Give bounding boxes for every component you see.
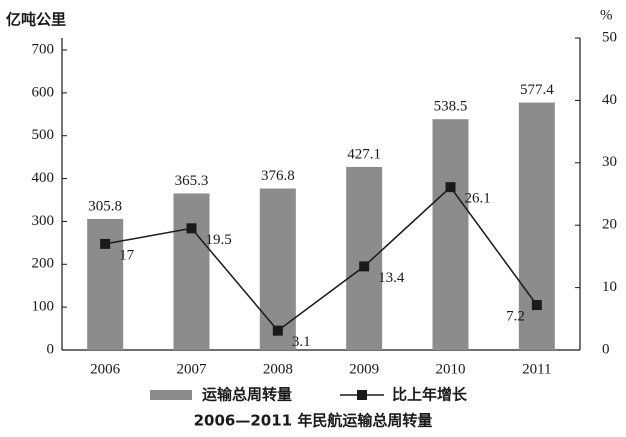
line-value-label: 26.1 bbox=[465, 191, 491, 207]
y-tick-label: 600 bbox=[32, 84, 55, 100]
line-marker bbox=[186, 223, 197, 234]
legend-label: 比上年增长 bbox=[392, 386, 468, 404]
y2-tick-label: 40 bbox=[602, 92, 617, 108]
y-tick-label: 700 bbox=[32, 41, 55, 57]
y2-tick-label: 50 bbox=[602, 29, 617, 45]
line-value-label: 19.5 bbox=[206, 232, 232, 248]
y2-tick-label: 30 bbox=[602, 154, 617, 170]
bar-value-label: 376.8 bbox=[261, 168, 295, 184]
bar bbox=[432, 119, 469, 350]
x-tick-label: 2006 bbox=[90, 361, 121, 377]
y-tick-label: 100 bbox=[32, 299, 55, 315]
line-value-label: 3.1 bbox=[292, 334, 311, 350]
line-value-label: 17 bbox=[119, 247, 134, 263]
legend-swatch bbox=[150, 390, 192, 400]
y2-tick-label: 0 bbox=[602, 341, 610, 357]
x-tick-label: 2007 bbox=[177, 361, 208, 377]
legend-swatch bbox=[357, 390, 367, 400]
line-marker bbox=[531, 300, 542, 311]
line bbox=[105, 186, 538, 332]
x-tick-label: 2009 bbox=[349, 361, 379, 377]
line-marker bbox=[272, 325, 283, 336]
y2-tick-label: 10 bbox=[602, 279, 617, 295]
bar-value-label: 427.1 bbox=[347, 146, 381, 162]
line-value-label: 7.2 bbox=[506, 309, 525, 325]
y-tick-label: 500 bbox=[32, 127, 55, 143]
y-tick-label: 200 bbox=[32, 256, 55, 272]
bar-value-label: 365.3 bbox=[175, 173, 209, 189]
y-tick-label: 400 bbox=[32, 170, 55, 186]
bar bbox=[259, 188, 296, 350]
y-tick-label: 300 bbox=[32, 213, 55, 229]
x-tick-label: 2010 bbox=[436, 361, 466, 377]
x-tick-label: 2008 bbox=[263, 361, 293, 377]
y2-tick-label: 20 bbox=[602, 217, 617, 233]
legend-label: 运输总周转量 bbox=[202, 386, 292, 404]
bar bbox=[173, 193, 210, 350]
bar-value-label: 577.4 bbox=[520, 82, 554, 98]
x-tick-label: 2011 bbox=[522, 361, 551, 377]
bar bbox=[346, 166, 383, 350]
y2-axis-label: % bbox=[600, 7, 613, 23]
line-marker bbox=[359, 261, 370, 272]
line-marker bbox=[445, 182, 456, 193]
bar bbox=[87, 218, 124, 350]
bar-value-label: 305.8 bbox=[88, 198, 122, 214]
line-value-label: 13.4 bbox=[378, 270, 405, 286]
y-axis-label: 亿吨公里 bbox=[6, 11, 66, 29]
bar-value-label: 538.5 bbox=[434, 99, 468, 115]
y-tick-label: 0 bbox=[47, 341, 55, 357]
chart-title: 2006—2011 年民航运输总周转量 bbox=[194, 412, 433, 430]
line-marker bbox=[100, 238, 111, 249]
